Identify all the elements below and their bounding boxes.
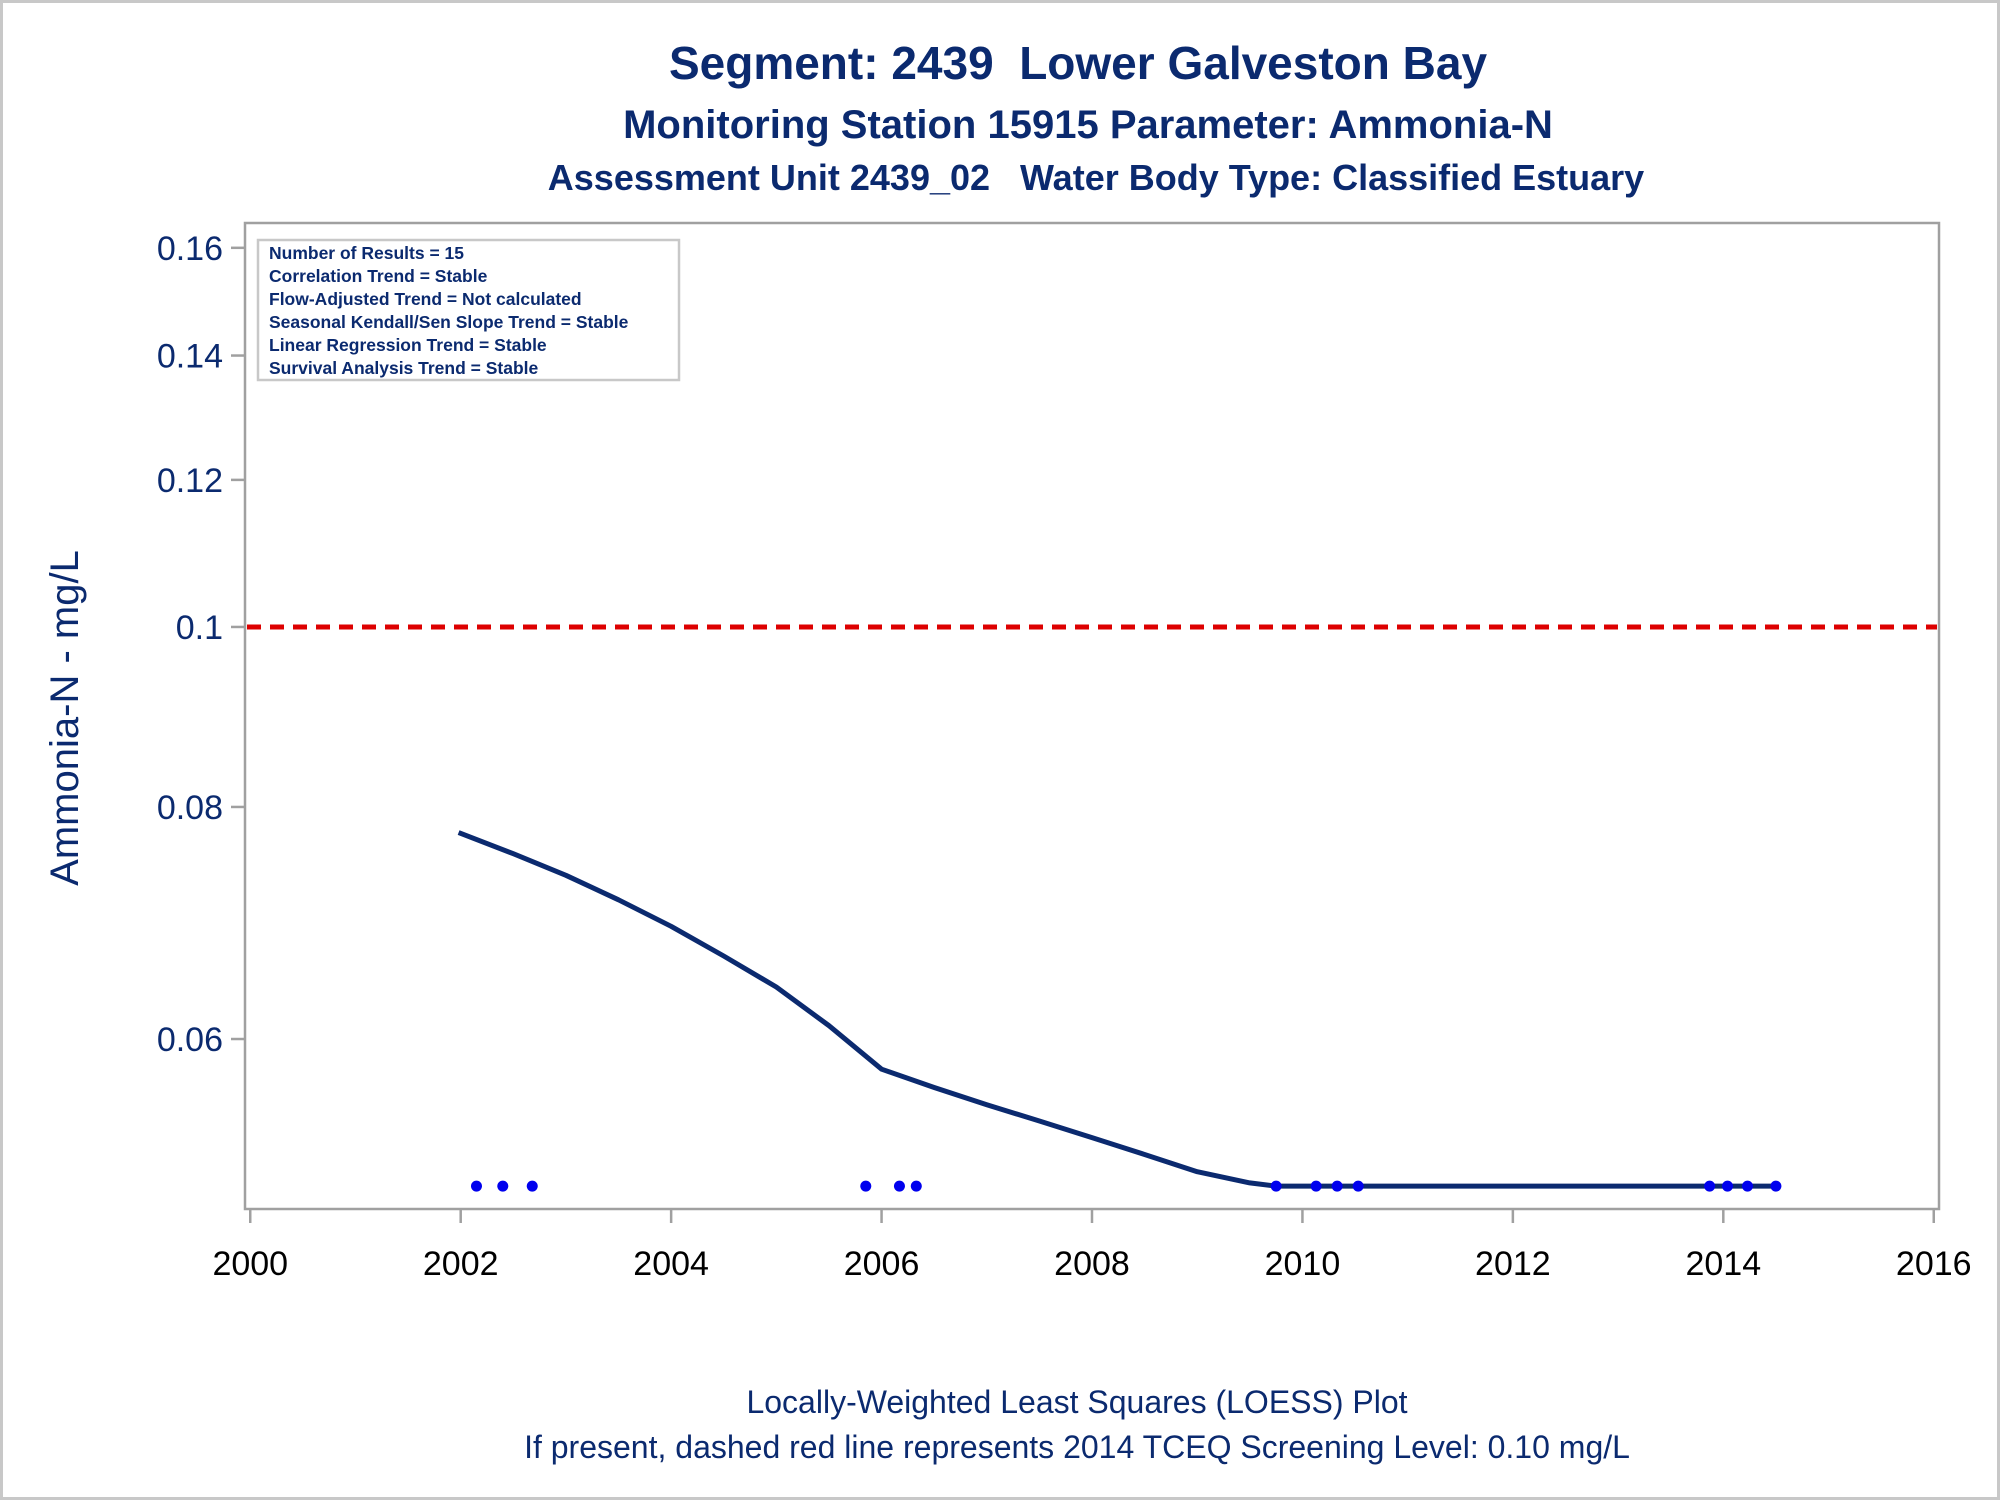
stats-line-linear-regression: Linear Regression Trend = Stable [269,335,547,355]
stats-box [256,238,681,382]
footnote-loess: Locally-Weighted Least Squares (LOESS) P… [746,1384,1407,1420]
x-tick-label: 2008 [1054,1245,1130,1283]
x-tick-label: 2000 [212,1245,288,1283]
stats-line-seasonal-kendall: Seasonal Kendall/Sen Slope Trend = Stabl… [269,312,629,332]
x-axis: 2000 2002 2004 2006 2008 2010 2012 2014 2016 [212,1209,1972,1283]
y-tick-label: 0.16 [157,230,223,268]
x-tick-label: 2004 [633,1245,709,1283]
data-point [860,1180,872,1192]
stats-line-survival: Survival Analysis Trend = Stable [269,358,539,378]
x-tick-label: 2014 [1685,1245,1761,1283]
x-tick-label: 2012 [1475,1245,1551,1283]
data-point [470,1180,482,1192]
stats-line-correlation: Correlation Trend = Stable [269,266,488,286]
y-tick-label: 0.14 [157,338,223,376]
data-point [497,1180,509,1192]
y-axis: 0.06 0.08 0.1 0.12 0.14 0.16 [157,230,245,1059]
x-tick-label: 2006 [844,1245,920,1283]
data-point [1722,1180,1734,1192]
chart-subtitle-2: Assessment Unit 2439_02 Water Body Type:… [548,157,1644,198]
y-tick-label: 0.1 [176,609,223,647]
y-axis-label: Ammonia-N - mg/L [43,550,87,886]
stats-line-results: Number of Results = 15 [269,243,464,263]
data-points [453,242,1782,1192]
data-point [1770,1180,1782,1192]
x-tick-label: 2002 [423,1245,499,1283]
data-point [1742,1180,1754,1192]
chart-subtitle: Monitoring Station 15915 Parameter: Ammo… [623,103,1553,147]
data-point [526,1180,538,1192]
data-point [910,1180,922,1192]
chart-title: Segment: 2439 Lower Galveston Bay [669,37,1487,89]
y-tick-label: 0.06 [157,1021,223,1059]
data-point [1331,1180,1343,1192]
data-point [1270,1180,1282,1192]
x-tick-label: 2016 [1896,1245,1972,1283]
stats-line-flow-adjusted: Flow-Adjusted Trend = Not calculated [269,289,582,309]
data-point [1310,1180,1322,1192]
loess-line [457,830,1776,1189]
data-point [1352,1180,1364,1192]
x-tick-label: 2010 [1265,1245,1341,1283]
plot-area [243,221,1941,1211]
data-point [893,1180,905,1192]
data-point [1704,1180,1716,1192]
y-tick-label: 0.12 [157,462,223,500]
y-tick-label: 0.08 [157,789,223,827]
footnote-screening: If present, dashed red line represents 2… [524,1429,1630,1465]
